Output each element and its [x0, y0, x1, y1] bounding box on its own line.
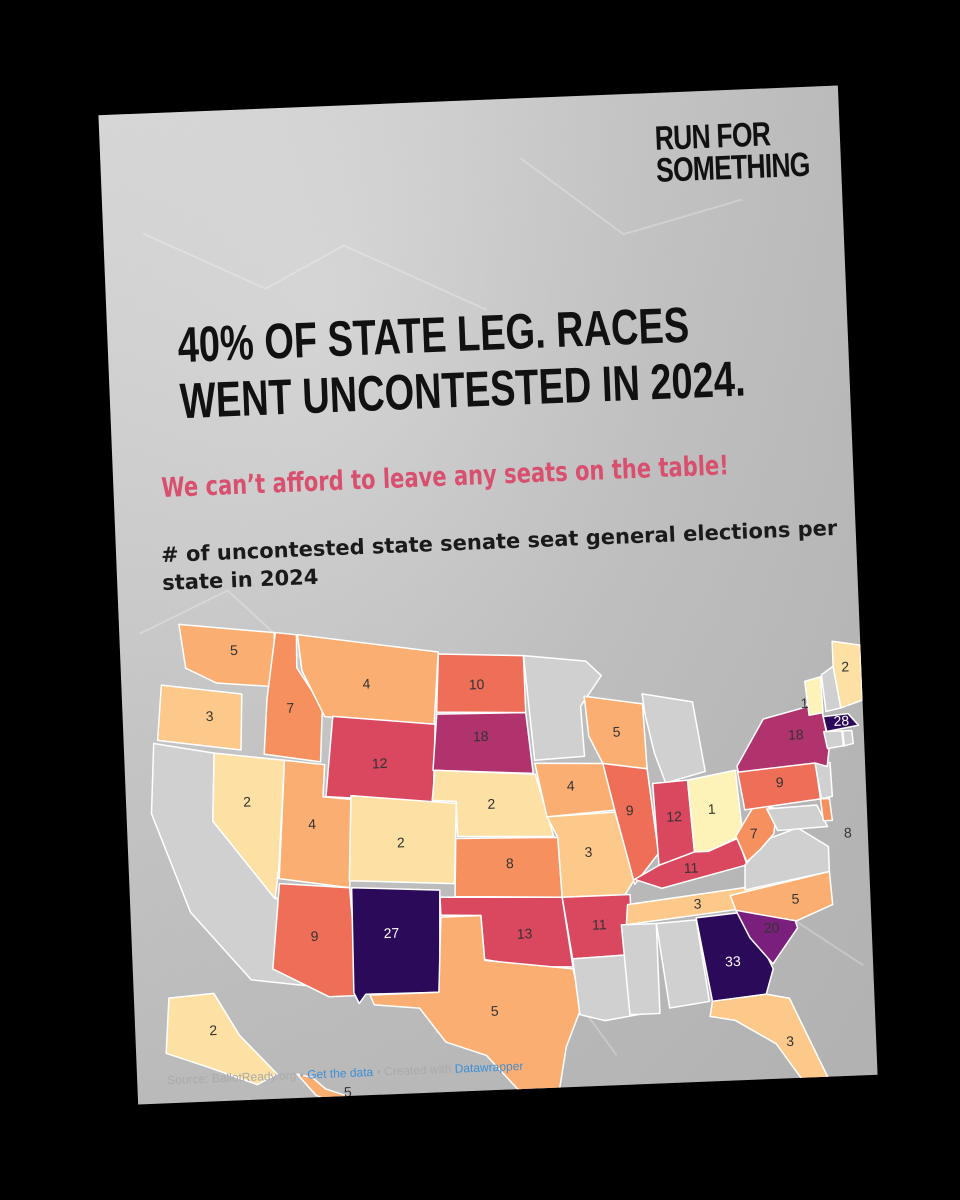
state-or[interactable]	[155, 682, 244, 753]
value-label-in: 12	[666, 808, 682, 825]
get-data-link[interactable]: Get the data	[306, 1064, 374, 1082]
state-tx[interactable]	[367, 912, 585, 1105]
state-nv[interactable]	[210, 750, 290, 901]
value-label-vt: 1	[800, 695, 809, 711]
state-az[interactable]	[269, 881, 360, 999]
value-label-ma: 28	[833, 712, 849, 729]
poster: 5 3 7 4 10 18 12 2 4 2 2 8 9 27 13 5 4 3 11 5 9 12 11 1 7 3 5 20 33 3…	[98, 85, 878, 1105]
state-il[interactable]	[602, 761, 660, 886]
brand-line-2: SOMETHING	[655, 145, 811, 190]
footer-separator: •	[296, 1067, 308, 1083]
state-mn[interactable]	[522, 653, 604, 762]
value-label-ne: 2	[487, 796, 496, 812]
value-label-me: 2	[841, 658, 850, 674]
states-layer	[150, 621, 864, 1105]
footer-separator: •	[372, 1064, 385, 1079]
state-id[interactable]	[259, 631, 324, 764]
value-label-fl: 3	[786, 1033, 795, 1049]
value-label-pa: 9	[776, 774, 785, 790]
state-ak[interactable]	[164, 991, 278, 1088]
value-label-nm: 27	[383, 925, 399, 942]
value-label-de: 8	[844, 824, 853, 840]
state-ma[interactable]	[822, 712, 860, 733]
value-label-nd: 10	[468, 676, 484, 693]
value-label-tn: 3	[693, 895, 702, 911]
value-label-nc: 5	[791, 890, 800, 906]
state-md[interactable]	[766, 804, 829, 832]
state-ky[interactable]	[633, 837, 748, 890]
datawrapper-link[interactable]: Datawrapper	[454, 1058, 524, 1076]
value-label-nv: 2	[243, 793, 252, 809]
state-de[interactable]	[819, 797, 834, 822]
value-label-ky: 11	[684, 859, 699, 876]
state-la[interactable]	[571, 953, 641, 1022]
value-label-ut: 4	[308, 816, 317, 832]
value-label-ga: 33	[725, 953, 741, 970]
state-wa[interactable]	[178, 621, 277, 691]
value-label-oh: 1	[708, 801, 717, 817]
value-label-ok: 13	[517, 925, 533, 942]
state-nm[interactable]	[350, 884, 445, 1005]
value-label-wi: 5	[612, 723, 621, 739]
brand-logo: RUN FOR SOMETHING	[654, 115, 811, 190]
value-label-wy: 12	[372, 755, 388, 772]
state-sd[interactable]	[431, 710, 534, 777]
state-al[interactable]	[655, 919, 711, 1009]
value-label-co: 2	[397, 834, 406, 850]
state-vt[interactable]	[803, 675, 824, 716]
value-label-ia: 4	[566, 777, 575, 793]
value-label-ny: 18	[788, 726, 804, 743]
state-ia[interactable]	[534, 760, 616, 818]
state-ri[interactable]	[841, 729, 855, 747]
value-label-wv: 7	[750, 825, 759, 841]
value-label-tx: 5	[490, 1003, 499, 1019]
value-label-ak: 2	[209, 1022, 218, 1038]
state-me[interactable]	[831, 640, 864, 709]
value-label-hi: 5	[344, 1084, 353, 1100]
state-ms[interactable]	[620, 922, 661, 1016]
value-label-id: 7	[286, 700, 295, 716]
state-ct[interactable]	[823, 730, 845, 750]
value-label-wa: 5	[230, 642, 239, 658]
value-label-il: 9	[626, 802, 635, 818]
value-label-mo: 3	[584, 844, 593, 860]
created-with-note: Created with	[383, 1061, 455, 1079]
value-label-sc: 20	[763, 919, 779, 936]
value-label-or: 3	[205, 708, 214, 724]
value-label-az: 9	[310, 928, 319, 944]
value-label-ks: 8	[506, 855, 515, 871]
state-ne[interactable]	[431, 766, 555, 842]
value-label-sd: 18	[473, 728, 489, 745]
value-label-mt: 4	[362, 675, 371, 691]
value-label-ar: 11	[592, 916, 607, 933]
